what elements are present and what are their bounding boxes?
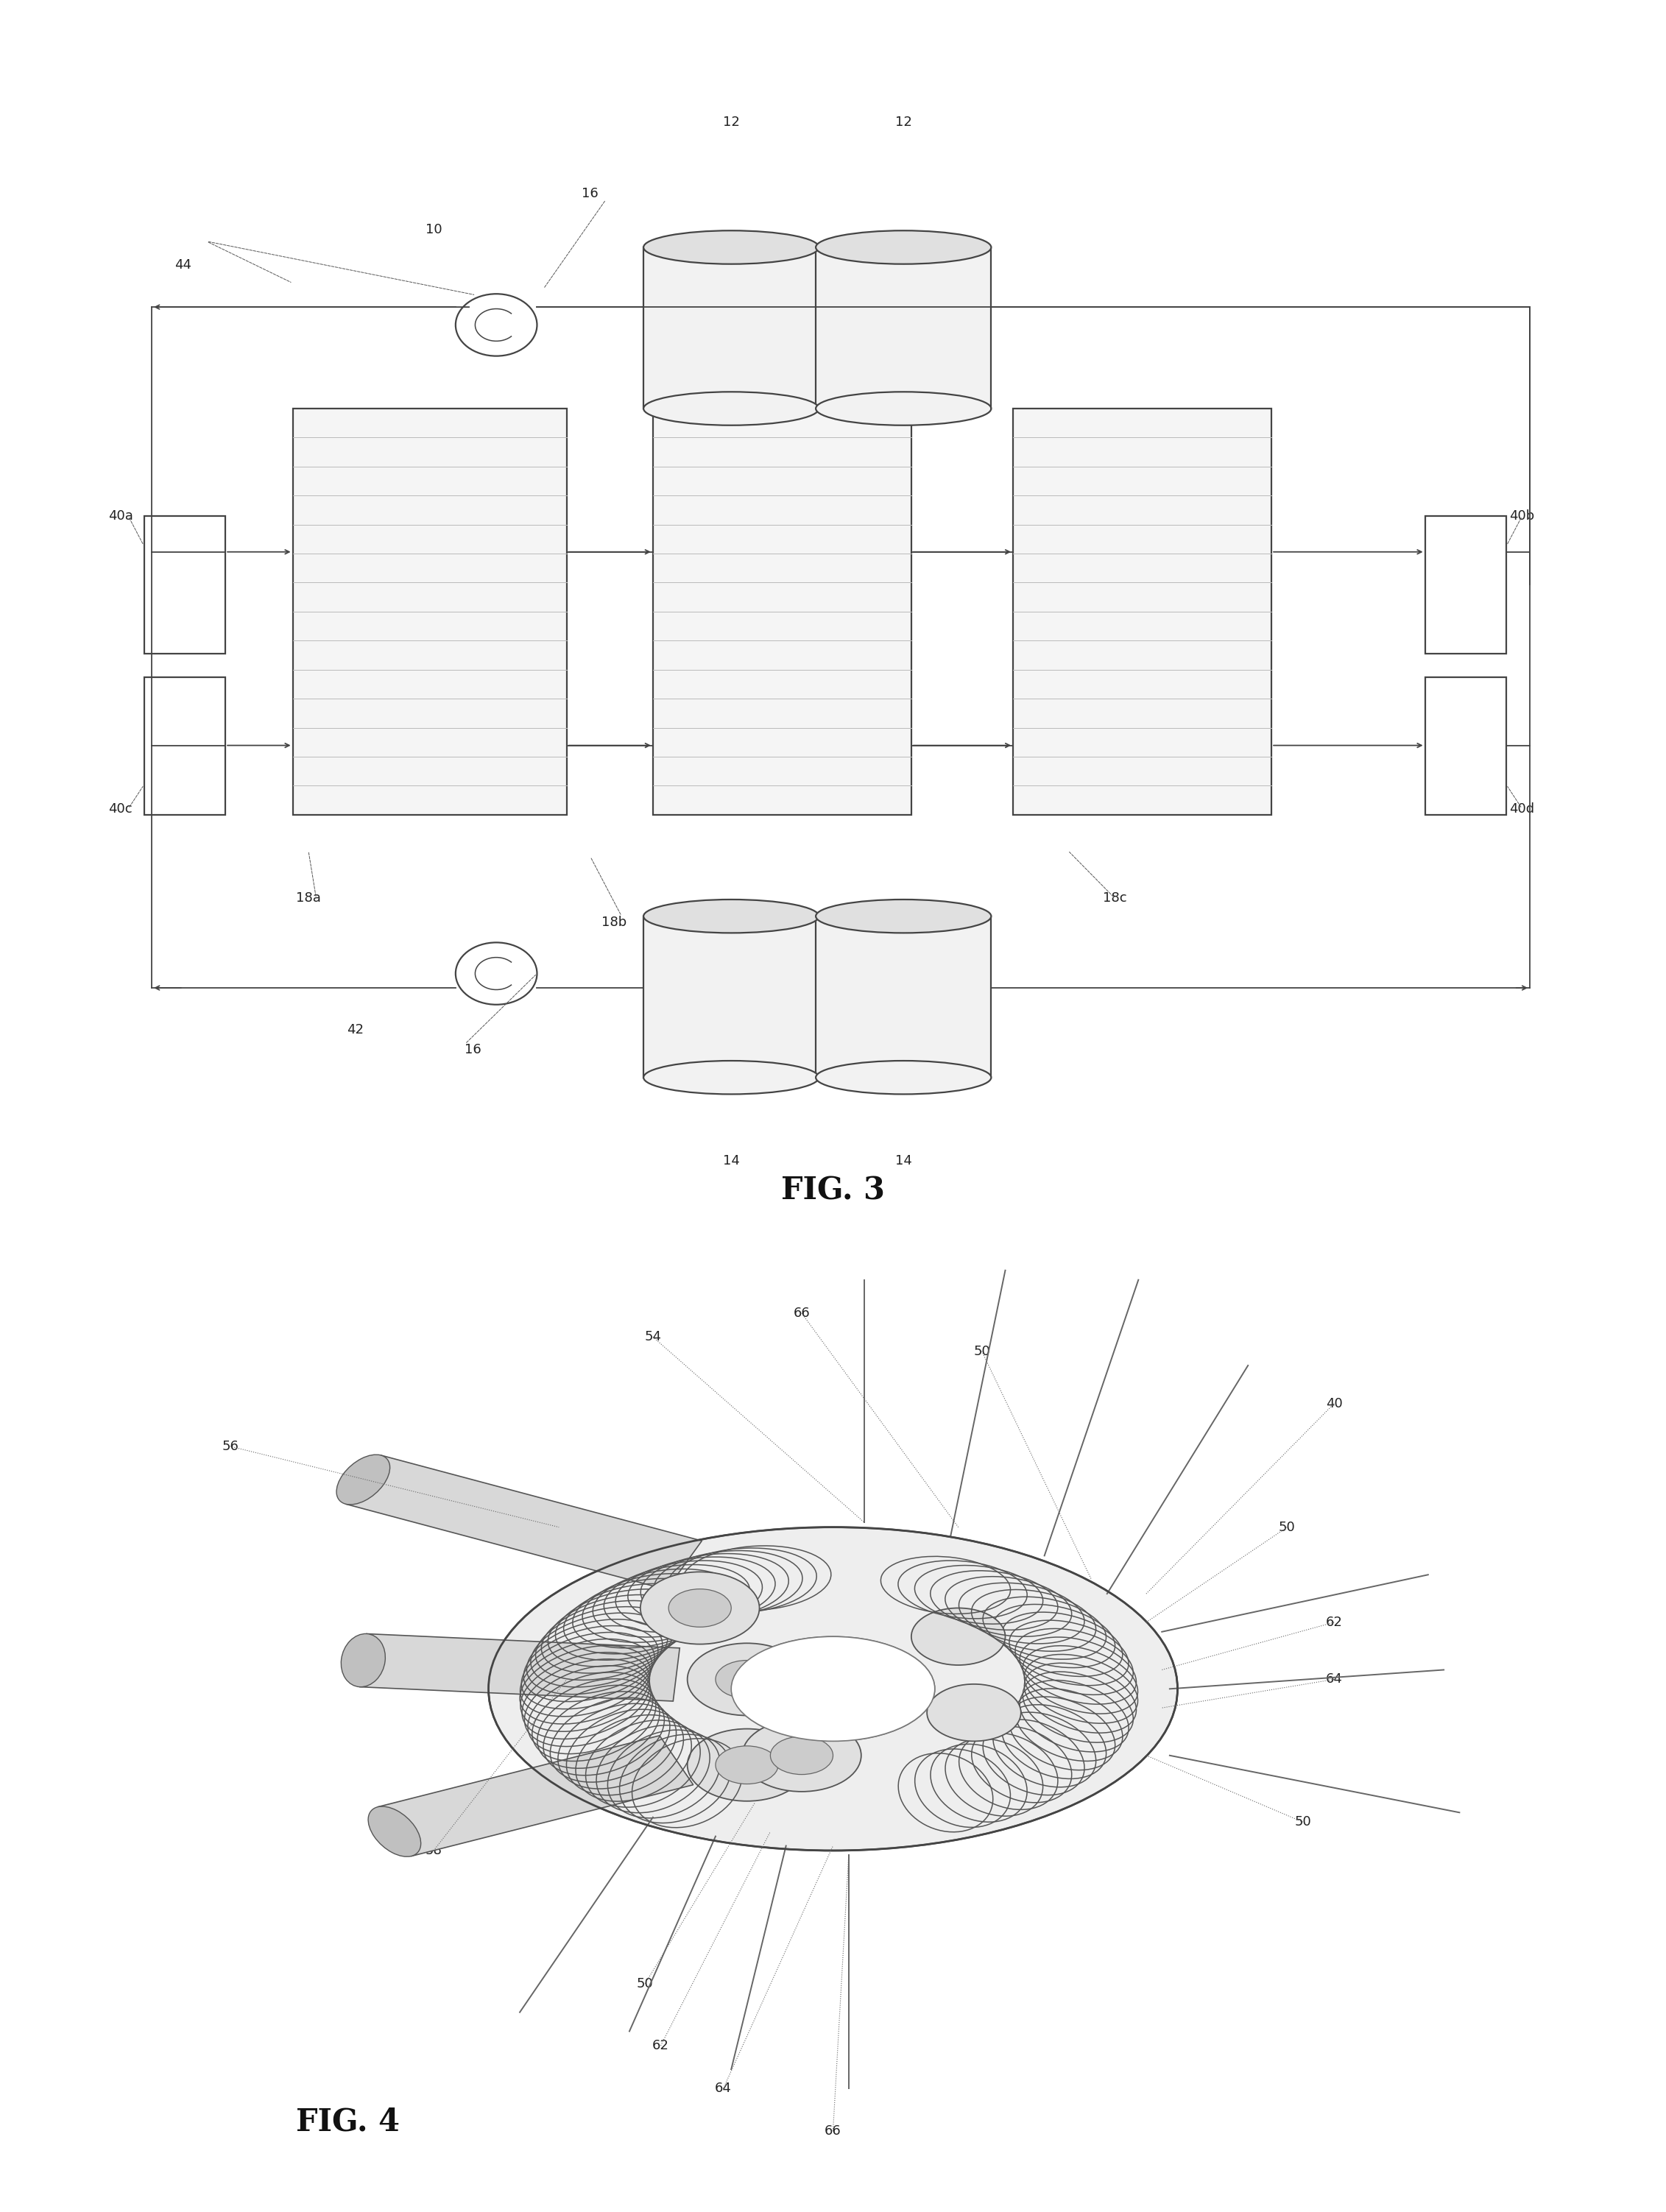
- Circle shape: [911, 1608, 1005, 1666]
- Bar: [1013, 409, 1271, 814]
- Bar: [143, 515, 225, 653]
- Circle shape: [688, 1730, 806, 1801]
- Polygon shape: [643, 248, 820, 409]
- Text: 50: 50: [973, 1345, 990, 1358]
- Text: 64: 64: [715, 2081, 731, 2095]
- Text: 44: 44: [175, 259, 192, 272]
- Text: 56: 56: [222, 1440, 238, 1453]
- Text: 58: 58: [425, 1845, 441, 1858]
- Ellipse shape: [731, 1637, 935, 1741]
- Text: 62: 62: [653, 2039, 670, 2053]
- Circle shape: [770, 1736, 833, 1774]
- Text: 18b: 18b: [601, 916, 626, 929]
- Ellipse shape: [643, 900, 820, 933]
- Polygon shape: [345, 1455, 701, 1590]
- Circle shape: [741, 1719, 861, 1792]
- Text: 16: 16: [465, 1044, 481, 1057]
- Ellipse shape: [816, 1062, 991, 1095]
- Text: 40: 40: [1326, 1398, 1343, 1409]
- Ellipse shape: [643, 392, 820, 425]
- Circle shape: [926, 1683, 1021, 1741]
- Bar: [653, 409, 911, 814]
- Text: 54: 54: [645, 1329, 661, 1343]
- Circle shape: [455, 942, 536, 1004]
- Text: 40d: 40d: [1509, 803, 1534, 816]
- Ellipse shape: [337, 1455, 390, 1504]
- Ellipse shape: [816, 230, 991, 263]
- Ellipse shape: [816, 392, 991, 425]
- Circle shape: [640, 1573, 760, 1644]
- Polygon shape: [643, 916, 820, 1077]
- Bar: [1424, 515, 1506, 653]
- Bar: [293, 409, 566, 814]
- Text: 64: 64: [1326, 1672, 1343, 1686]
- Text: 50: 50: [1279, 1520, 1296, 1533]
- Text: 66: 66: [825, 2124, 841, 2137]
- Ellipse shape: [488, 1526, 1178, 1851]
- Ellipse shape: [643, 1062, 820, 1095]
- Text: 12: 12: [895, 115, 911, 128]
- Text: 10: 10: [425, 223, 441, 237]
- Ellipse shape: [816, 900, 991, 933]
- Text: 18a: 18a: [297, 891, 322, 905]
- Polygon shape: [816, 248, 991, 409]
- Text: 14: 14: [723, 1155, 740, 1168]
- Text: 40b: 40b: [1509, 509, 1534, 522]
- Text: 14: 14: [895, 1155, 911, 1168]
- Circle shape: [668, 1588, 731, 1628]
- Text: 66: 66: [793, 1307, 810, 1321]
- Polygon shape: [378, 1736, 693, 1856]
- Text: 40c: 40c: [108, 803, 133, 816]
- Text: 42: 42: [347, 1024, 363, 1035]
- Text: FIG. 4: FIG. 4: [295, 2106, 400, 2137]
- Text: 50: 50: [636, 1978, 653, 1991]
- Text: 40a: 40a: [108, 509, 133, 522]
- Text: 18c: 18c: [1103, 891, 1126, 905]
- Circle shape: [716, 1745, 778, 1783]
- Text: FIG. 3: FIG. 3: [781, 1175, 885, 1206]
- Bar: [143, 677, 225, 814]
- Bar: [1424, 677, 1506, 814]
- Circle shape: [688, 1644, 806, 1717]
- Polygon shape: [360, 1635, 680, 1701]
- Circle shape: [716, 1661, 778, 1699]
- Text: 12: 12: [723, 115, 740, 128]
- Ellipse shape: [342, 1635, 385, 1688]
- Polygon shape: [816, 916, 991, 1077]
- Text: 62: 62: [1326, 1615, 1343, 1628]
- Circle shape: [455, 294, 536, 356]
- Text: 16: 16: [581, 188, 598, 199]
- Ellipse shape: [368, 1807, 421, 1856]
- Text: 50: 50: [1294, 1816, 1311, 1829]
- Ellipse shape: [731, 1637, 935, 1741]
- Ellipse shape: [643, 230, 820, 263]
